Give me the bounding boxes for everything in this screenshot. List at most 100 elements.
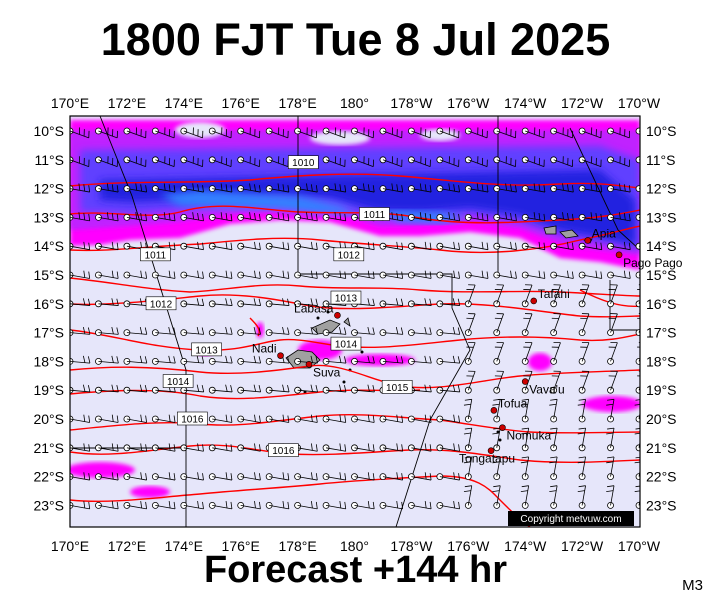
wind-barb bbox=[464, 156, 488, 168]
wind-barb bbox=[606, 427, 615, 452]
wind-barb bbox=[635, 271, 640, 279]
wind-barb bbox=[95, 270, 119, 279]
wind-barb bbox=[70, 472, 91, 481]
wind-barb bbox=[208, 183, 233, 193]
wind-barb bbox=[265, 212, 290, 222]
wind-barb bbox=[351, 501, 375, 510]
wind-barb bbox=[549, 427, 558, 452]
latitude-label: 23°S bbox=[33, 497, 64, 513]
wind-barb bbox=[351, 127, 374, 139]
wind-barb bbox=[520, 485, 530, 509]
wind-barb bbox=[635, 313, 640, 336]
latitude-label: 23°S bbox=[646, 497, 677, 513]
wind-barb bbox=[208, 326, 233, 337]
wind-barb bbox=[322, 384, 347, 394]
wind-barb bbox=[607, 370, 618, 394]
latitude-label: 12°S bbox=[33, 181, 64, 197]
wind-barb bbox=[95, 414, 119, 423]
wind-barb bbox=[521, 127, 545, 139]
wind-barb bbox=[265, 326, 290, 337]
latitude-label: 21°S bbox=[33, 440, 64, 456]
wind-barb bbox=[151, 212, 176, 222]
wind-barb bbox=[294, 501, 318, 510]
wind-barb bbox=[265, 355, 290, 365]
wind-barb bbox=[635, 156, 640, 164]
wind-barb bbox=[123, 183, 147, 193]
wind-barb bbox=[265, 127, 289, 139]
wind-barb bbox=[208, 270, 233, 279]
latitude-label: 16°S bbox=[646, 296, 677, 312]
place-vava-u: Vava'u bbox=[521, 378, 565, 397]
wind-barb bbox=[180, 241, 204, 251]
wind-barb bbox=[550, 341, 561, 365]
wind-barb bbox=[379, 443, 404, 452]
wind-barb bbox=[577, 485, 586, 509]
latitude-label: 17°S bbox=[33, 325, 64, 341]
wind-barb bbox=[464, 127, 488, 139]
wind-barb bbox=[635, 214, 640, 221]
wind-barb bbox=[180, 384, 205, 394]
wind-barb bbox=[493, 156, 517, 168]
copyright-text: Copyright metvuw.com bbox=[520, 514, 621, 525]
wind-barb bbox=[464, 212, 489, 222]
wind-barb bbox=[606, 485, 615, 509]
wind-barb bbox=[237, 355, 262, 365]
wind-barb bbox=[464, 313, 476, 337]
isobar-value: 1012 bbox=[338, 250, 361, 261]
wind-barb bbox=[493, 313, 504, 337]
isobar-label: 1016 bbox=[268, 443, 299, 457]
wind-barb bbox=[549, 485, 558, 509]
wind-barb bbox=[265, 472, 290, 481]
place-name: Nadi bbox=[252, 342, 277, 356]
wind-barb bbox=[464, 284, 476, 308]
longitude-label: 176°E bbox=[222, 95, 260, 111]
wind-barb bbox=[123, 127, 147, 139]
wind-barb bbox=[294, 270, 318, 279]
wind-barb bbox=[379, 127, 403, 139]
place-suva: Suva bbox=[305, 360, 341, 379]
longitude-label: 170°E bbox=[51, 95, 89, 111]
longitude-label: 170°W bbox=[618, 95, 661, 111]
wind-barb bbox=[208, 472, 233, 481]
wind-barb bbox=[578, 156, 602, 168]
wind-barb bbox=[493, 341, 504, 365]
wind-barb bbox=[607, 284, 618, 308]
wind-barb bbox=[70, 156, 90, 168]
wind-barb bbox=[463, 427, 473, 452]
wind-barb bbox=[351, 270, 375, 279]
wind-barb bbox=[379, 414, 404, 423]
wind-barb bbox=[407, 472, 432, 481]
latitude-label: 15°S bbox=[646, 267, 677, 283]
wind-barb bbox=[151, 501, 176, 510]
longitude-label: 178°E bbox=[278, 538, 316, 554]
wind-barb bbox=[151, 270, 176, 279]
latitude-label: 19°S bbox=[646, 382, 677, 398]
longitude-label: 174°E bbox=[165, 538, 203, 554]
wind-barb bbox=[578, 284, 590, 308]
wind-barb bbox=[180, 212, 204, 222]
wind-barb bbox=[95, 355, 119, 365]
latitude-label: 22°S bbox=[33, 469, 64, 485]
wind-barb bbox=[237, 443, 261, 452]
wind-barb bbox=[607, 183, 631, 193]
longitude-label: 180° bbox=[340, 538, 369, 554]
wind-barb bbox=[606, 456, 615, 481]
wind-barb bbox=[635, 127, 640, 135]
wind-barb bbox=[95, 241, 119, 251]
latitude-labels-right: 10°S 11°S 12°S 13°S 14°S 15°S 16°S 17°S 18°S 19°S… bbox=[646, 123, 677, 513]
wind-barb bbox=[322, 472, 347, 481]
wind-barb bbox=[351, 443, 375, 452]
latitude-label: 13°S bbox=[646, 209, 677, 225]
isobar-label: 1014 bbox=[162, 374, 194, 388]
isobar-value: 1013 bbox=[195, 345, 218, 356]
wind-barb bbox=[180, 127, 204, 139]
latitude-label: 17°S bbox=[646, 325, 677, 341]
wind-barb bbox=[351, 414, 375, 423]
wind-barb bbox=[237, 298, 262, 308]
wind-barb bbox=[123, 355, 148, 365]
wind-barb bbox=[70, 414, 91, 423]
wind-barb bbox=[237, 326, 262, 337]
latitude-label: 12°S bbox=[646, 181, 677, 197]
wind-barb bbox=[493, 183, 517, 193]
